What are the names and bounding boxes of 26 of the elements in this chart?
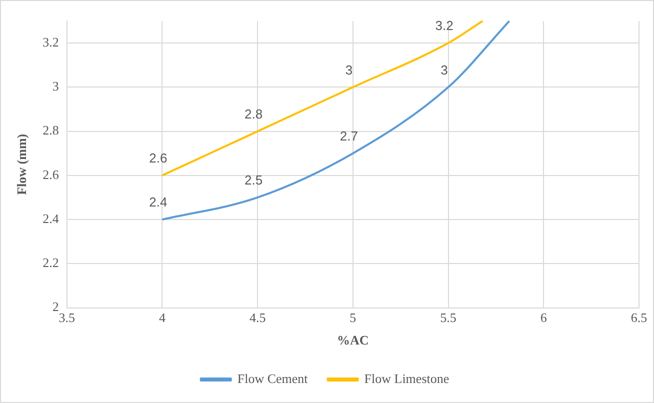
y-axis-title: Flow (mm) [14,134,30,195]
data-label: 2.4 [149,194,168,210]
legend-label: Flow Limestone [364,370,450,386]
data-label: 3 [440,62,448,78]
data-label: 2.6 [149,150,168,166]
y-tick-label: 2.2 [42,255,59,270]
x-tick-label: 4.5 [249,310,266,326]
legend-label: Flow Cement [237,370,308,386]
data-label: 2.8 [244,106,263,122]
y-tick-label: 3.2 [42,34,59,50]
data-label: 2.5 [244,172,263,188]
x-axis-title: %AC [337,332,369,348]
data-label: 3 [345,62,353,78]
x-tick-label: 4 [158,310,166,326]
x-tick-label: 5 [350,310,356,326]
y-tick-label: 2.8 [42,122,59,138]
y-tick-label: 2 [52,299,59,314]
x-tick-label: 6 [540,310,548,326]
y-tick-label: 2.4 [42,210,60,226]
y-tick-label: 2.6 [42,166,60,182]
y-tick-label: 3 [52,78,59,94]
data-label: 2.7 [340,128,358,144]
x-tick-label: 6.5 [630,310,648,326]
x-tick-label: 5.5 [440,310,456,326]
data-label: 3.2 [435,18,454,34]
x-tick-label: 3.5 [58,310,75,326]
